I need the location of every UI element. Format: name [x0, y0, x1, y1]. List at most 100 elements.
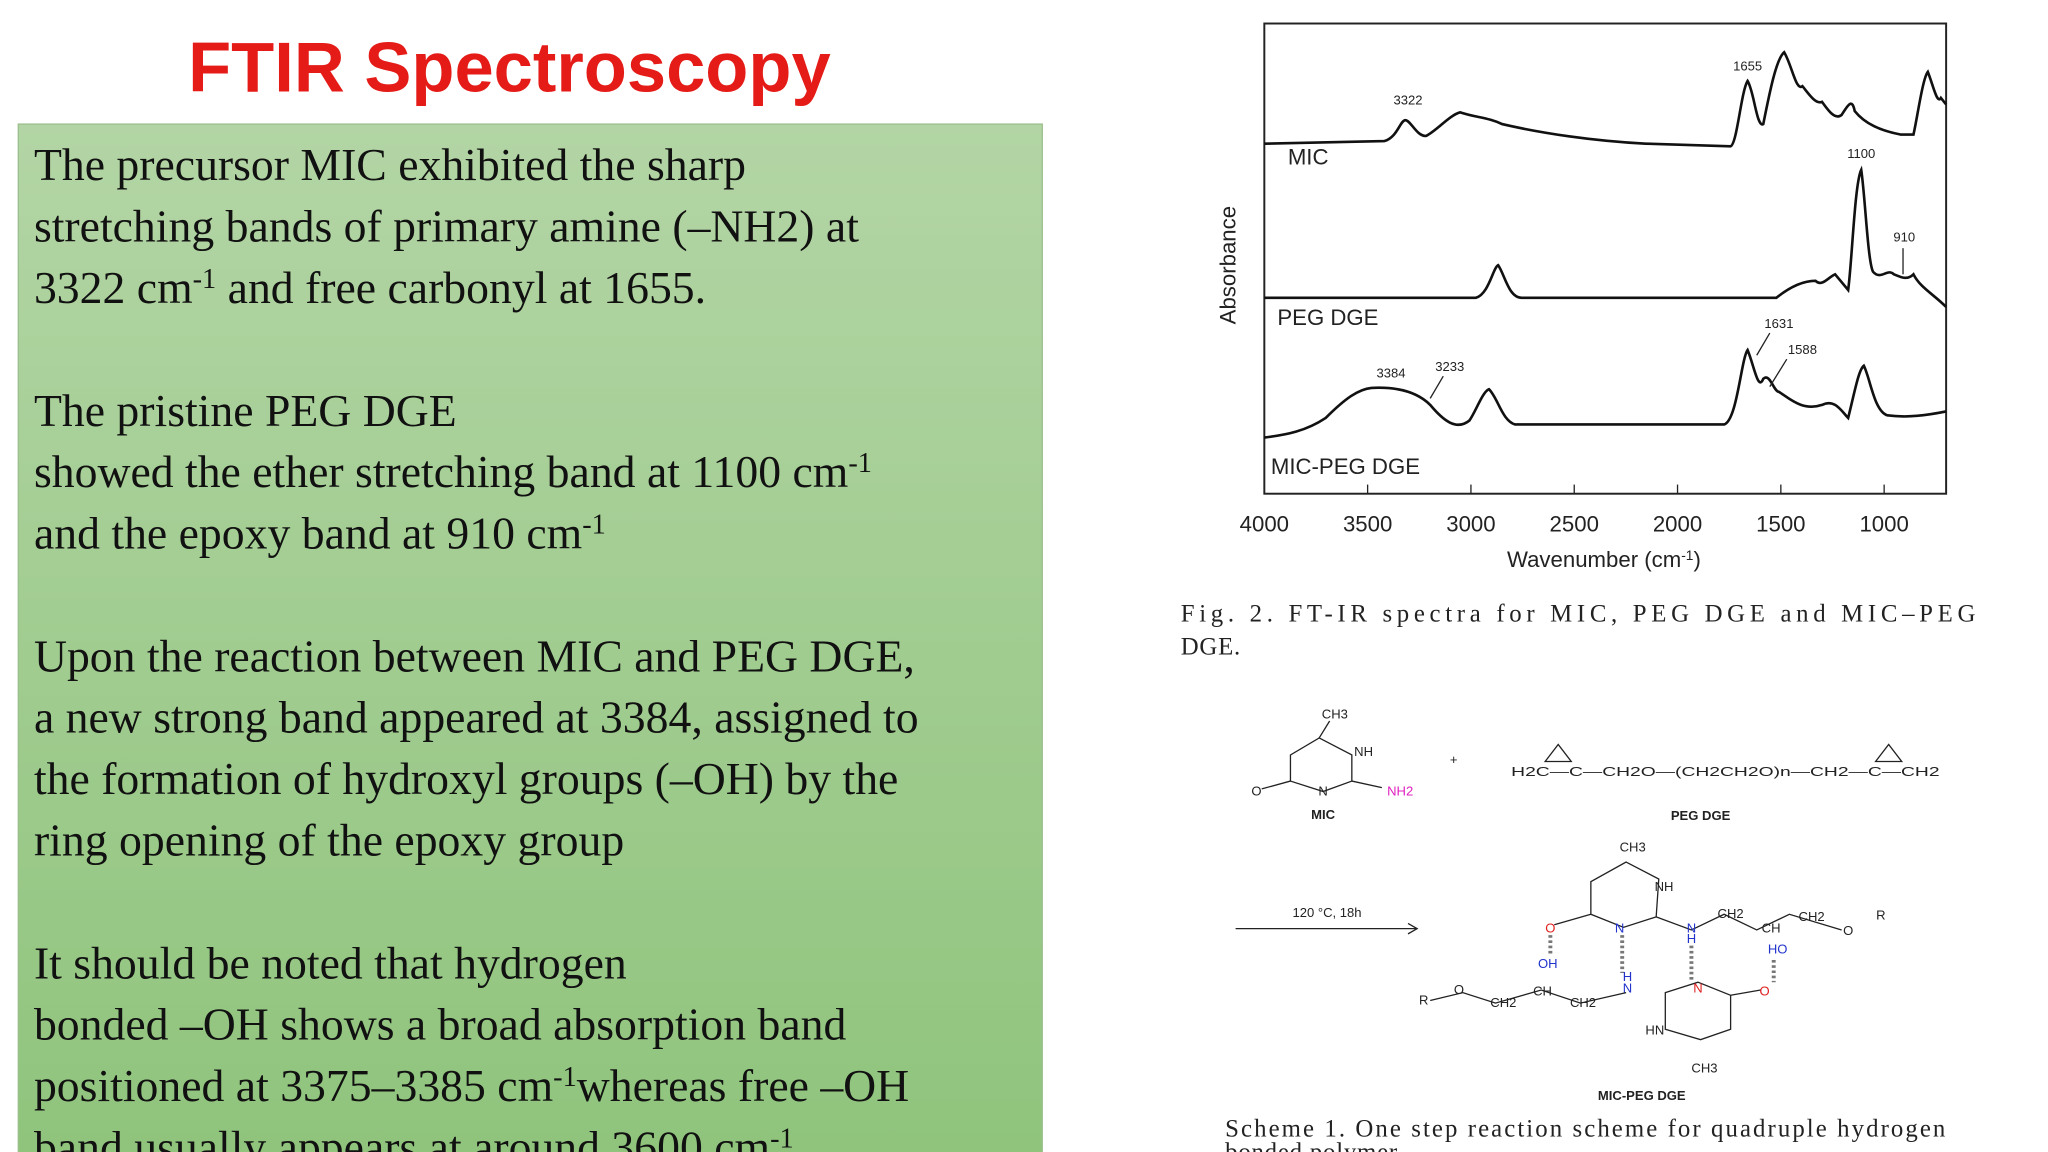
atom-label: CH [1762, 921, 1781, 936]
text-line: ring opening of the epoxy group [34, 815, 624, 866]
compound-name: PEG DGE [1671, 808, 1731, 823]
mic-ring [1289, 737, 1353, 793]
reaction-condition: 120 °C, 18h [1292, 905, 1361, 920]
x-tick-label: 2500 [1550, 512, 1599, 537]
atom-label: N [1687, 921, 1696, 936]
y-axis-label: Absorbance [1216, 206, 1241, 324]
structure-lines [1235, 720, 1904, 1041]
peg-dge-spectrum [1264, 165, 1948, 308]
text-run: showed the ether stretching band at 1100… [34, 446, 848, 497]
text-run: the formation of hydroxyl groups (–OH) b… [34, 753, 898, 804]
atom-label: H [1623, 969, 1632, 984]
text-line: The pristine PEG DGE [34, 385, 457, 436]
bond [1261, 780, 1291, 790]
x-tick-label: 4000 [1240, 512, 1289, 537]
superscript: -1 [848, 448, 872, 479]
text-run: ring opening of the epoxy group [34, 815, 624, 866]
text-run: band usually appears at around 3600 cm [34, 1121, 770, 1152]
bond [1554, 913, 1592, 926]
text-run: and free carbonyl at 1655. [216, 262, 706, 313]
peak-arrows [1429, 248, 1904, 399]
hydrogen-bonds [1548, 935, 1776, 983]
slide-title: FTIR Spectroscopy [188, 27, 831, 106]
text-run: whereas free –OH [577, 1060, 909, 1111]
mic-peg-dge-spectrum [1264, 347, 1947, 439]
atom-label: NH2 [1387, 783, 1413, 798]
peak-label: 910 [1893, 230, 1915, 245]
text-run: 3322 cm [34, 262, 193, 313]
bond [1730, 989, 1761, 996]
superscript: -1 [770, 1123, 794, 1152]
text-run: It should be noted that hydrogen [34, 937, 627, 988]
atom-label: CH3 [1691, 1060, 1717, 1075]
atom-label: CH3 [1322, 706, 1348, 721]
atom-label: NH [1655, 879, 1674, 894]
text-run: Upon the reaction between MIC and PEG DG… [34, 630, 915, 681]
x-tick-label: 3000 [1446, 512, 1495, 537]
atom-label: N [1693, 981, 1702, 996]
text-run: ) [1693, 547, 1700, 572]
atom-label: O [1454, 982, 1464, 997]
text-run: bonded –OH shows a broad absorption band [34, 999, 847, 1050]
x-tick-label: 1000 [1859, 512, 1908, 537]
text-run: and the epoxy band at 910 cm [34, 508, 582, 559]
text-line: band usually appears at around 3600 cm-1 [34, 1121, 794, 1152]
superscript: -1 [553, 1062, 577, 1093]
trace-label: PEG DGE [1277, 305, 1378, 330]
figure-caption: DGE. [1181, 633, 1241, 660]
text-run: The pristine PEG DGE [34, 385, 457, 436]
atom-label: CH2 [1490, 995, 1516, 1010]
atom-label: OH [1538, 956, 1558, 971]
text-line: 3322 cm-1 and free carbonyl at 1655. [34, 262, 706, 313]
mic-spectrum [1264, 50, 1948, 148]
atom-label: N [1318, 783, 1327, 798]
reaction-scheme: CH3 NH N NH2 O MIC + H2C—C—CH2O—(CH2CH2O… [1225, 706, 1945, 1152]
atom-label: R [1419, 992, 1428, 1007]
text-line: Upon the reaction between MIC and PEG DG… [34, 630, 915, 681]
atom-label: N [1615, 921, 1624, 936]
x-tick-label: 2000 [1653, 512, 1702, 537]
text-line: It should be noted that hydrogen [34, 937, 627, 988]
atom-label: H [1687, 931, 1696, 946]
peak-label: 3322 [1393, 92, 1422, 107]
text-run: positioned at 3375–3385 cm [34, 1060, 553, 1111]
product-ring [1664, 981, 1732, 1041]
chain [1655, 913, 1842, 931]
peak-label: 3233 [1435, 359, 1464, 374]
arrow [1756, 332, 1771, 356]
peak-label: 1655 [1733, 59, 1762, 74]
atom-label: CH3 [1620, 840, 1646, 855]
text-line: The precursor MIC exhibited the sharp [34, 139, 746, 190]
superscript: -1 [1681, 547, 1693, 562]
trace-label: MIC-PEG DGE [1271, 454, 1420, 479]
figure-caption: Fig. 2. FT-IR spectra for MIC, PEG DGE a… [1181, 601, 1976, 628]
text-run: a new strong band appeared at 3384, assi… [34, 692, 919, 743]
peak-label: 1588 [1788, 342, 1817, 357]
atom-label: CH2 [1799, 909, 1825, 924]
atom-label: HO [1768, 941, 1788, 956]
text-box [17, 123, 1043, 1152]
product-ring [1590, 861, 1660, 929]
arrowhead [1407, 922, 1419, 935]
formula: H2C—C—CH2O—(CH2CH2O)n—CH2—C—CH2 [1511, 764, 1939, 779]
epoxide [1543, 743, 1573, 763]
text-run: stretching bands of primary amine (–NH2)… [34, 201, 859, 252]
atom-label: CH2 [1718, 906, 1744, 921]
spectrum-figure: 3322 1655 1100 910 1631 1588 3384 3233 M… [1181, 22, 1976, 660]
text-line: positioned at 3375–3385 cm-1whereas free… [34, 1060, 909, 1111]
text-run: The precursor MIC exhibited the sharp [34, 139, 746, 190]
arrow [1769, 358, 1788, 387]
text-line: bonded –OH shows a broad absorption band [34, 999, 847, 1050]
scheme-caption: bonded polymer. [1225, 1139, 1403, 1152]
arrow [1429, 375, 1444, 399]
atom-label: O [1545, 921, 1555, 936]
compound-name: MIC [1311, 807, 1335, 822]
trace-label: MIC [1288, 145, 1329, 170]
peak-label: 1631 [1764, 316, 1793, 331]
peak-label: 3384 [1377, 365, 1406, 380]
atom-label: R [1876, 908, 1885, 923]
text-line: a new strong band appeared at 3384, assi… [34, 692, 919, 743]
compound-name: MIC-PEG DGE [1598, 1088, 1686, 1103]
